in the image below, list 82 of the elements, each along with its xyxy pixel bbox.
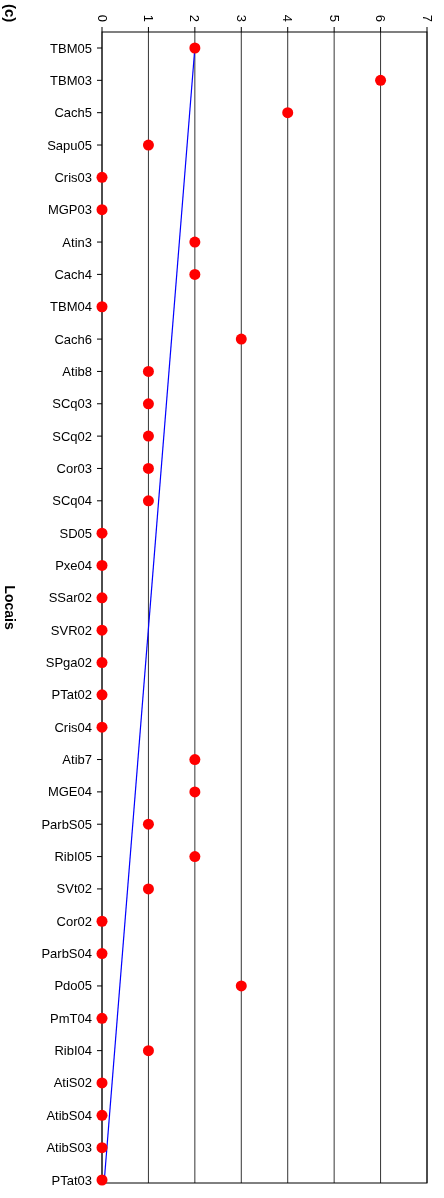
point [96, 1174, 108, 1186]
y-tick-label: SCq04 [52, 493, 92, 509]
y-tick-label: PTat02 [51, 687, 92, 703]
point [142, 495, 154, 507]
y-tick-label: Cor02 [56, 913, 92, 929]
point [96, 171, 108, 183]
y-tick-label: RibI05 [54, 849, 92, 865]
point [142, 398, 154, 410]
point [96, 721, 108, 733]
y-tick-label: SVR02 [50, 622, 92, 638]
y-tick-label: ParbS04 [41, 946, 92, 962]
x-tick-label: 6 [373, 14, 389, 22]
x-tick-label: 7 [419, 14, 435, 22]
y-axis-title: Locais [2, 585, 18, 630]
x-tick-label: 1 [140, 14, 156, 22]
point [189, 268, 201, 280]
x-tick-label: 3 [233, 14, 249, 22]
y-tick-label: AtibS03 [46, 1140, 92, 1156]
point [96, 1012, 108, 1024]
y-tick-label: ParbS05 [41, 816, 92, 832]
y-tick-label: Atin3 [62, 234, 92, 250]
x-tick-label: 0 [94, 14, 110, 22]
point [96, 527, 108, 539]
y-tick-label: Sapu05 [47, 137, 92, 153]
point [96, 689, 108, 701]
point [375, 74, 387, 86]
point [142, 139, 154, 151]
point [96, 657, 108, 669]
chart-title: (c) [1, 4, 19, 23]
y-tick-label: SVt02 [56, 881, 92, 897]
x-tick-label: 2 [187, 14, 203, 22]
point [189, 236, 201, 248]
point [96, 915, 108, 927]
y-tick-label: Cris04 [54, 719, 92, 735]
y-tick-label: TBM05 [50, 40, 92, 56]
y-tick-label: MGE04 [47, 784, 92, 800]
point [96, 1142, 108, 1154]
point [142, 818, 154, 830]
y-tick-label: TBM04 [50, 299, 92, 315]
point [96, 301, 108, 313]
point [96, 948, 108, 960]
y-tick-label: Cris03 [54, 169, 92, 185]
point [96, 624, 108, 636]
y-tick-label: SSar02 [48, 590, 92, 606]
y-tick-label: Atib8 [62, 363, 92, 379]
point [96, 559, 108, 571]
point [189, 42, 201, 54]
y-tick-label: SPga02 [45, 655, 92, 671]
point [96, 204, 108, 216]
point [189, 754, 201, 766]
point [96, 1077, 108, 1089]
x-tick-label: 5 [326, 14, 342, 22]
y-tick-label: Pdo05 [54, 978, 92, 994]
y-tick-label: MGP03 [47, 202, 92, 218]
y-tick-label: PmT04 [50, 1010, 92, 1026]
point [142, 883, 154, 895]
y-tick-label: Pxe04 [55, 557, 92, 573]
point [142, 430, 154, 442]
x-tick-label: 4 [280, 14, 296, 22]
y-tick-label: AtibS04 [46, 1107, 92, 1123]
y-tick-label: Cor03 [56, 460, 92, 476]
y-tick-label: Cach4 [54, 266, 92, 282]
y-tick-label: AtiS02 [53, 1075, 92, 1091]
y-tick-label: RibI04 [54, 1043, 92, 1059]
y-tick-label: SD05 [59, 525, 92, 541]
point [142, 1045, 154, 1057]
point [282, 107, 294, 119]
y-tick-label: SCq03 [52, 396, 92, 412]
y-tick-label: PTat03 [51, 1172, 92, 1188]
point [235, 333, 247, 345]
point [142, 462, 154, 474]
point [142, 365, 154, 377]
y-tick-label: Atib7 [62, 752, 92, 768]
y-tick-label: Cach6 [54, 331, 92, 347]
point [189, 786, 201, 798]
y-tick-label: SCq02 [52, 428, 92, 444]
point [189, 851, 201, 863]
point [235, 980, 247, 992]
point [96, 1109, 108, 1121]
y-tick-label: TBM03 [50, 72, 92, 88]
point [96, 592, 108, 604]
y-tick-label: Cach5 [54, 105, 92, 121]
